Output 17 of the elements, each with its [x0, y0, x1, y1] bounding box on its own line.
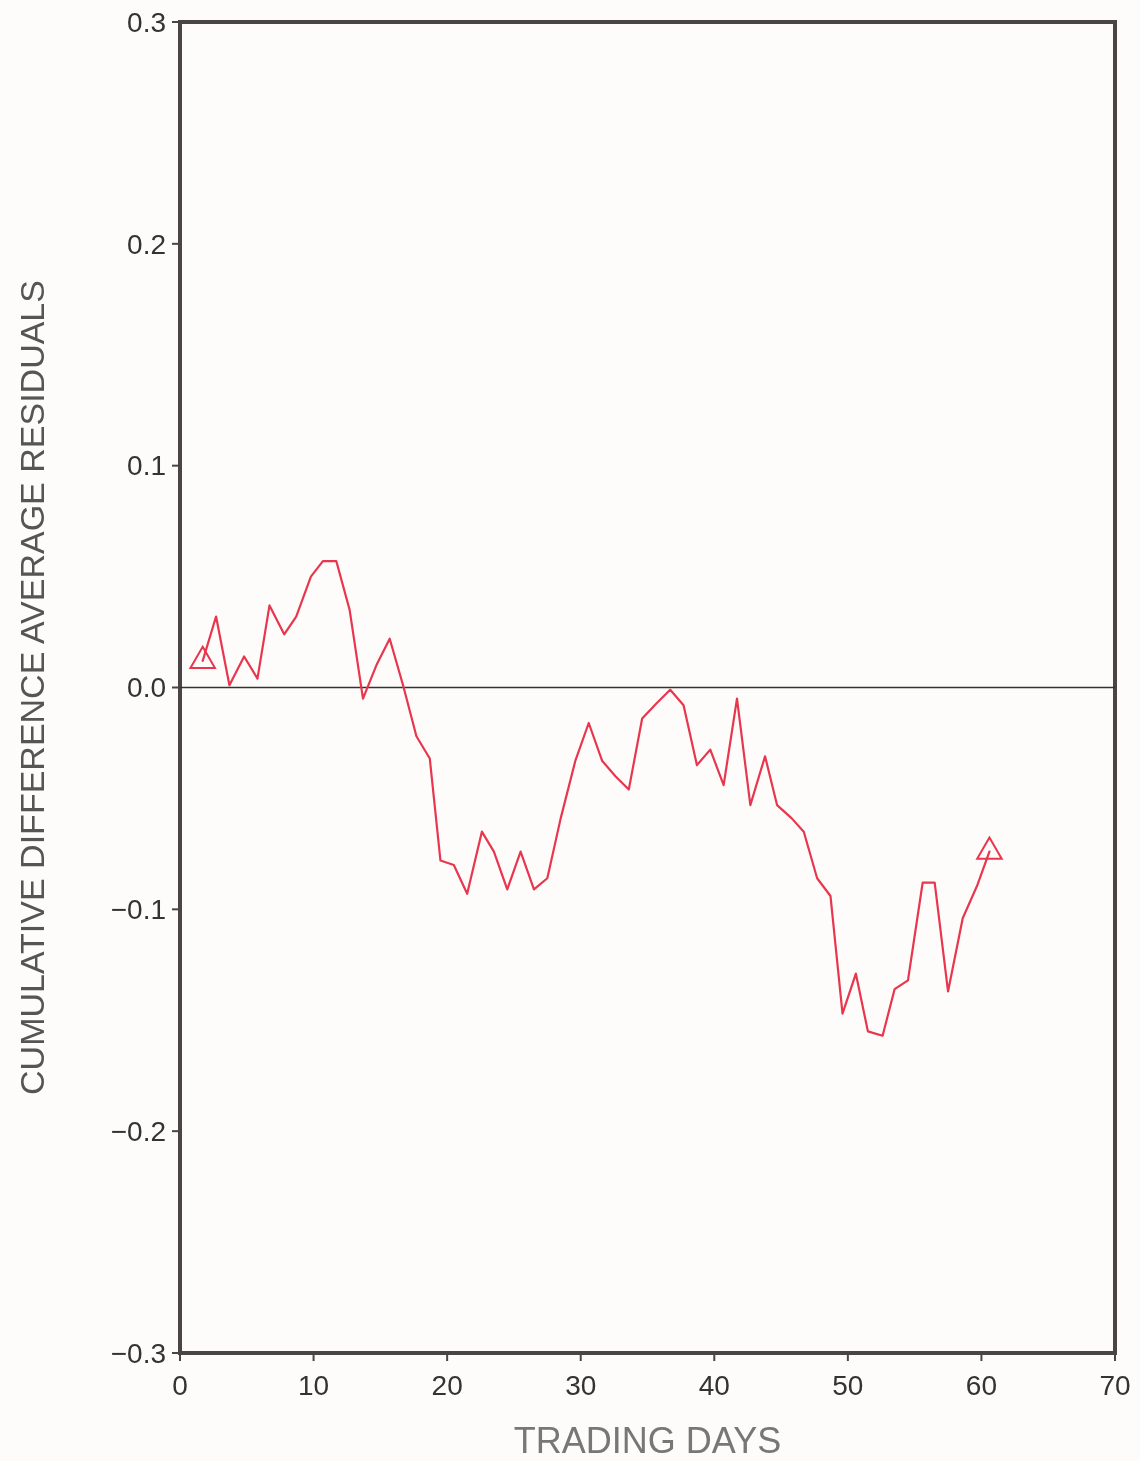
x-tick-label: 30: [565, 1370, 597, 1401]
y-tick-label: −0.2: [110, 1115, 166, 1147]
x-tick-label: 40: [698, 1370, 730, 1401]
x-tick-label: 60: [965, 1370, 998, 1401]
x-axis-title: TRADING DAYS: [513, 1420, 782, 1461]
y-tick-label: 0.0: [127, 672, 166, 704]
y-tick-label: −0.3: [110, 1337, 166, 1369]
y-tick-label: −0.1: [110, 894, 166, 926]
x-tick-label: 20: [431, 1370, 463, 1401]
y-tick-label: 0.3: [127, 6, 166, 38]
y-axis-title: CUMULATIVE DIFFERENCE AVERAGE RESIDUALS: [13, 280, 51, 1095]
y-tick-label: 0.1: [127, 450, 166, 482]
x-tick-label: 0: [172, 1370, 188, 1401]
x-tick-label: 70: [1099, 1370, 1131, 1401]
y-tick-label: 0.2: [127, 228, 166, 260]
x-tick-label: 50: [832, 1370, 864, 1401]
x-tick-label: 10: [297, 1370, 330, 1401]
